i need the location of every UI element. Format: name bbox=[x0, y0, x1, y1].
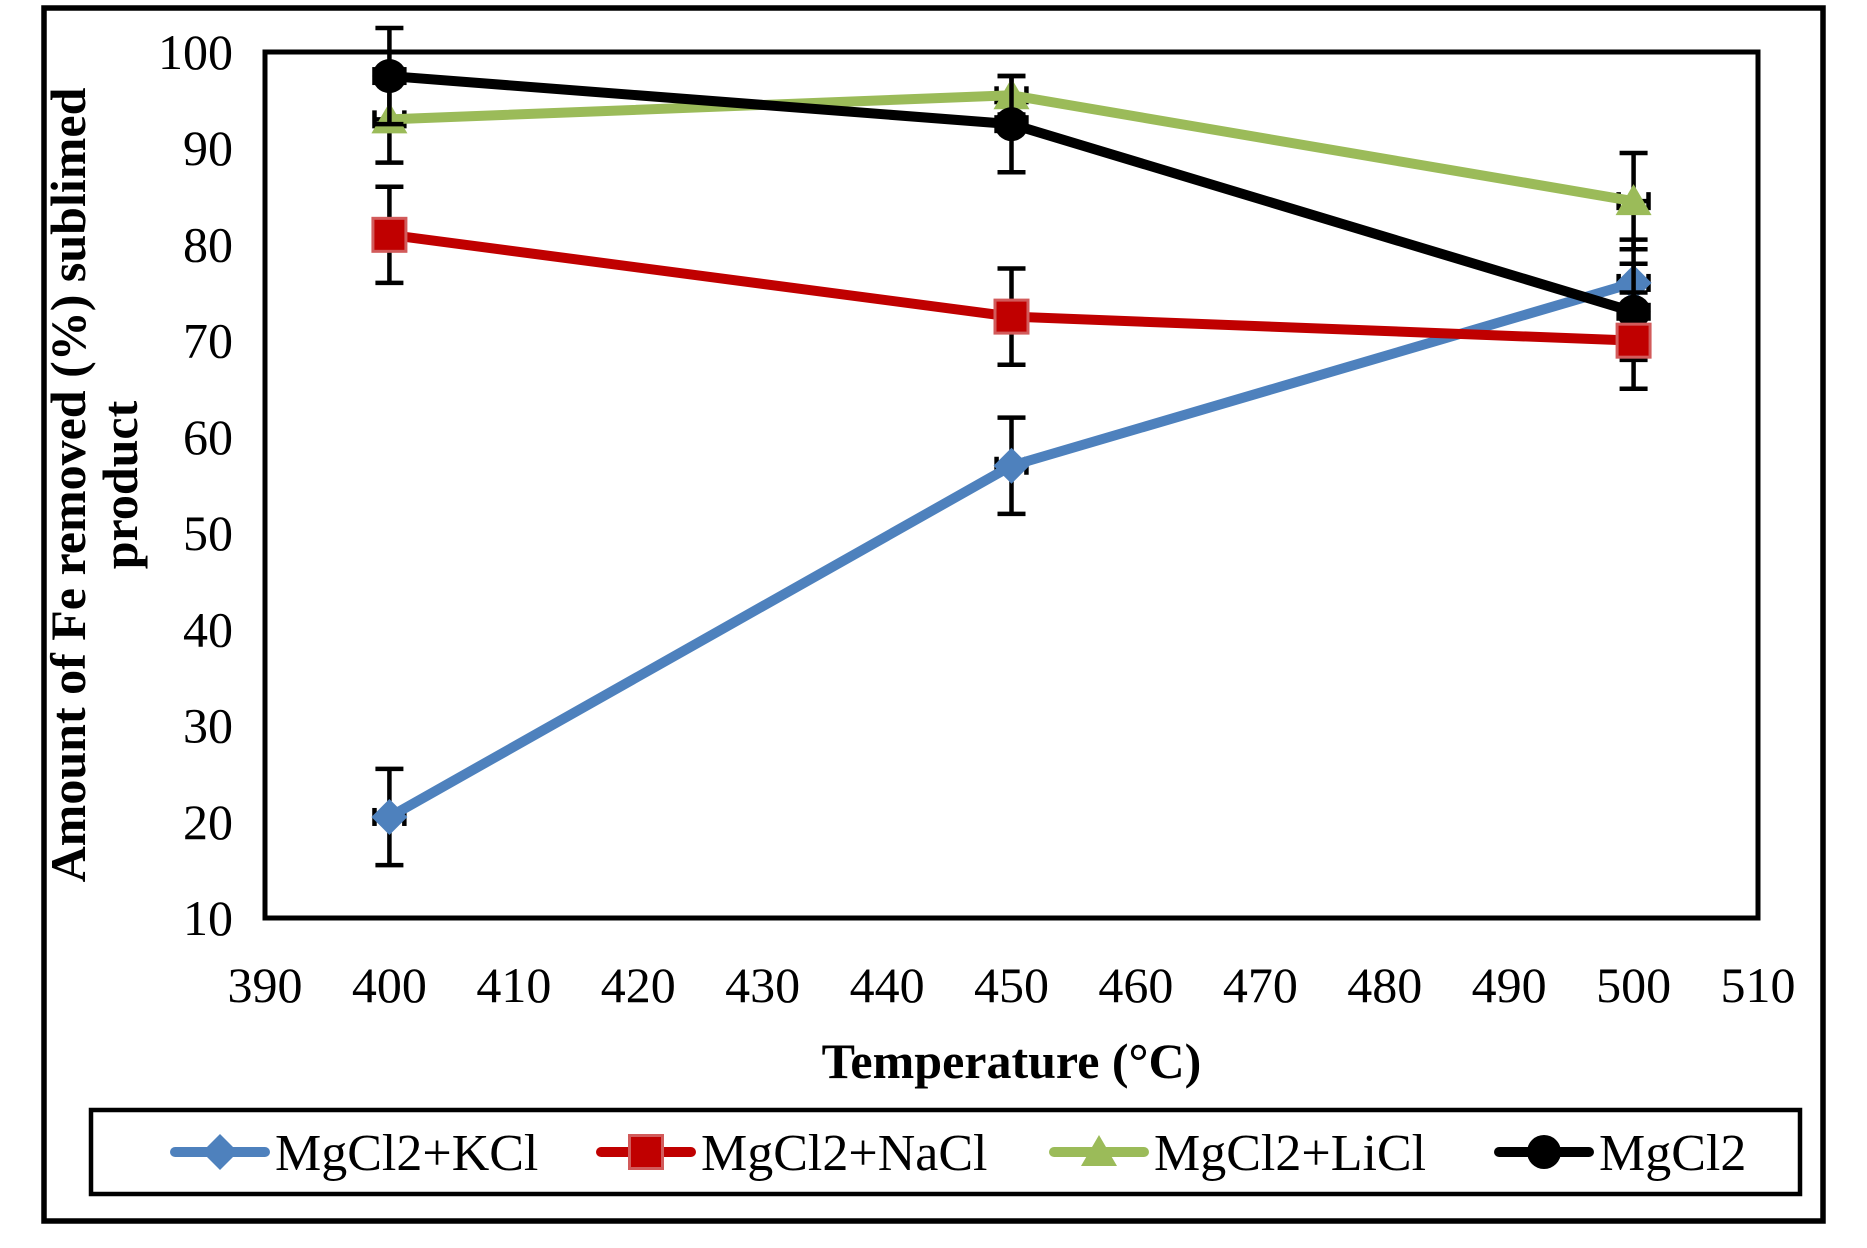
x-axis-title: Temperature (°C) bbox=[822, 1033, 1202, 1089]
x-tick-label: 460 bbox=[1098, 957, 1173, 1013]
x-tick-label: 390 bbox=[228, 957, 303, 1013]
x-tick-label: 490 bbox=[1472, 957, 1547, 1013]
legend-item-MgCl2+NaCl: MgCl2+NaCl bbox=[596, 1125, 987, 1182]
circle-marker bbox=[994, 107, 1029, 142]
y-tick-label: 100 bbox=[158, 24, 233, 80]
legend-label: MgCl2+KCl bbox=[275, 1125, 538, 1182]
legend-label: MgCl2+LiCl bbox=[1154, 1125, 1426, 1182]
x-tick-label: 450 bbox=[974, 957, 1049, 1013]
triangle-marker bbox=[1615, 184, 1652, 216]
legend-label: MgCl2+NaCl bbox=[701, 1125, 987, 1182]
legend-item-MgCl2: MgCl2 bbox=[1494, 1125, 1746, 1182]
y-tick-label: 40 bbox=[183, 601, 233, 657]
x-tick-label: 430 bbox=[725, 957, 800, 1013]
y-tick-label: 70 bbox=[183, 313, 233, 369]
x-tick-label: 400 bbox=[352, 957, 427, 1013]
circle-marker bbox=[372, 59, 407, 94]
x-tick-label: 410 bbox=[476, 957, 551, 1013]
figure-border bbox=[41, 5, 1826, 1224]
circle-marker bbox=[1527, 1135, 1561, 1169]
y-axis-title-line2: product bbox=[92, 400, 148, 569]
triangle-marker bbox=[1081, 1135, 1117, 1166]
x-tick-label: 440 bbox=[850, 957, 925, 1013]
y-tick-label: 60 bbox=[183, 409, 233, 465]
x-tick-label: 470 bbox=[1223, 957, 1298, 1013]
y-tick-label: 80 bbox=[183, 216, 233, 272]
square-marker bbox=[628, 1134, 664, 1170]
y-axis-title-line1: Amount of Fe removed (%) sublimed bbox=[40, 87, 96, 882]
x-tick-label: 480 bbox=[1347, 957, 1422, 1013]
x-tick-label: 420 bbox=[601, 957, 676, 1013]
diamond-marker bbox=[202, 1134, 238, 1170]
y-tick-label: 30 bbox=[183, 698, 233, 754]
plot-area-border bbox=[262, 49, 1761, 921]
legend: MgCl2+KCl MgCl2+NaCl MgCl2+LiCl MgCl2 bbox=[88, 1107, 1803, 1197]
square-marker bbox=[993, 298, 1030, 335]
x-axis-tick-labels: 390 400 410 420 430 440 450 460 470 480 490 500 510 bbox=[228, 957, 1796, 1013]
diamond-marker bbox=[993, 447, 1030, 484]
y-tick-label: 50 bbox=[183, 505, 233, 561]
legend-item-MgCl2+LiCl: MgCl2+LiCl bbox=[1049, 1125, 1426, 1182]
legend-label: MgCl2 bbox=[1599, 1125, 1746, 1182]
legend-border bbox=[88, 1107, 1803, 1197]
y-tick-label: 20 bbox=[183, 794, 233, 850]
y-tick-label: 90 bbox=[183, 120, 233, 176]
x-tick-label: 510 bbox=[1721, 957, 1796, 1013]
y-tick-label: 10 bbox=[183, 890, 233, 946]
x-tick-label: 500 bbox=[1596, 957, 1671, 1013]
diamond-marker bbox=[371, 798, 408, 835]
legend-item-MgCl2+KCl: MgCl2+KCl bbox=[170, 1125, 538, 1182]
y-axis-tick-labels: 100 90 80 70 60 50 40 30 20 10 bbox=[158, 24, 233, 946]
series-MgCl2+NaCl bbox=[371, 184, 1652, 392]
square-marker bbox=[371, 216, 408, 253]
square-marker bbox=[1615, 322, 1652, 359]
